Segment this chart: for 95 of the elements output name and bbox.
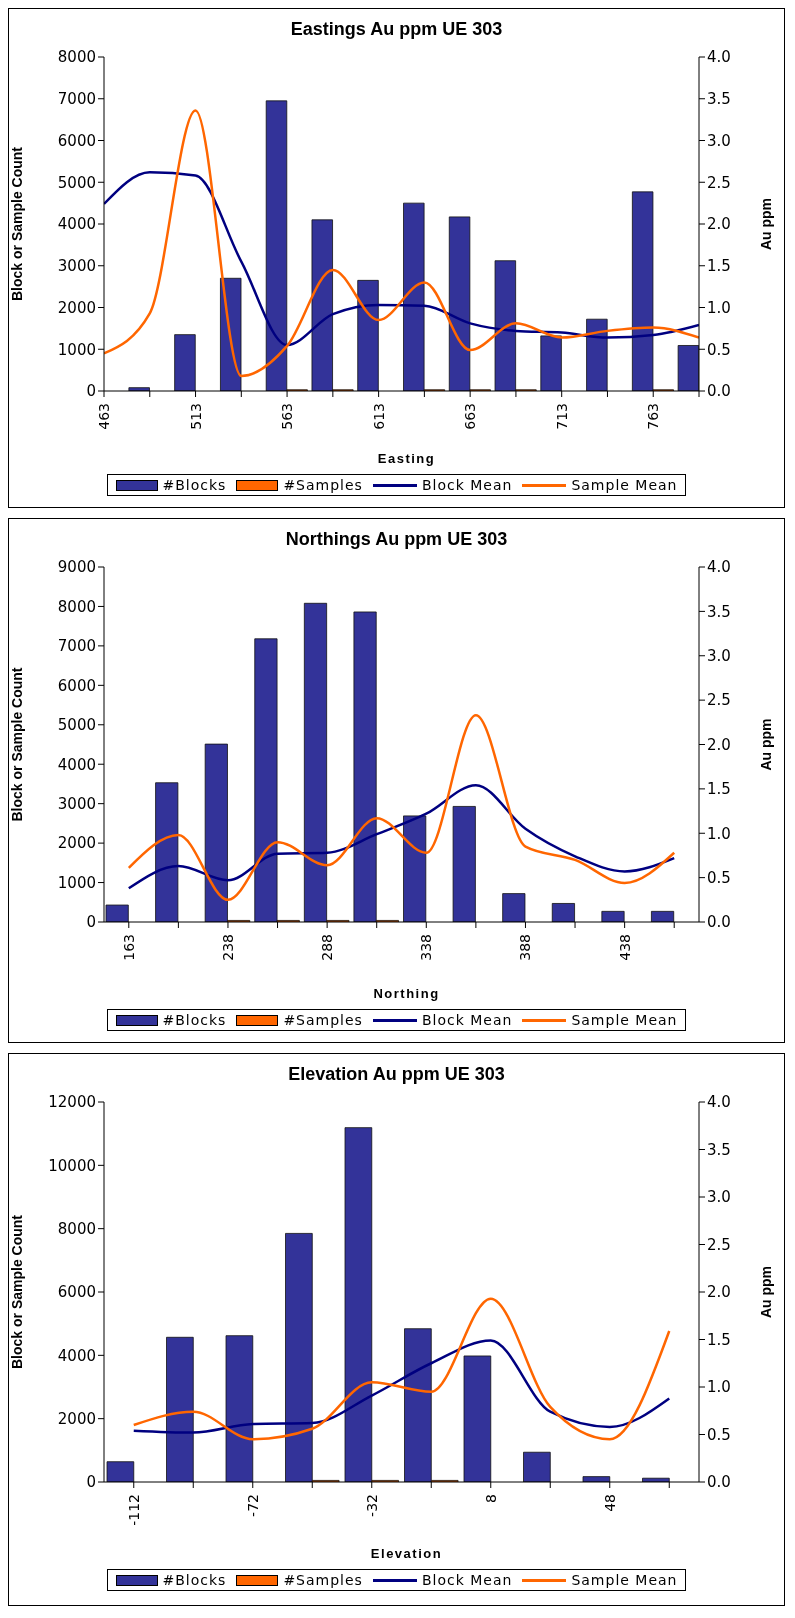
y-tick-label: 3000 — [57, 794, 96, 813]
y-tick-label: 0 — [86, 382, 96, 401]
legend-label: Sample Mean — [571, 477, 678, 493]
x-tick-label: 563 — [279, 403, 296, 430]
y-tick-label: 4000 — [57, 1346, 96, 1365]
chart-title: Elevation Au ppm UE 303 — [287, 1063, 506, 1086]
chart-title: Northings Au ppm UE 303 — [284, 528, 509, 551]
x-tick-label: 613 — [370, 403, 387, 430]
x-tick-label: 663 — [462, 403, 479, 430]
x-tick-label: 8 — [482, 1494, 499, 1503]
y-tick-label: 2000 — [57, 298, 96, 317]
y2-tick-label: 3.0 — [707, 131, 731, 150]
y-tick-label: 1000 — [57, 873, 96, 892]
legend-label: Sample Mean — [571, 1012, 678, 1028]
y2-tick-label: 2.0 — [707, 215, 731, 234]
y-tick-label: 7000 — [57, 637, 96, 656]
y2-tick-label: 1.0 — [707, 1378, 731, 1397]
y2-tick-label: 4.0 — [707, 48, 731, 67]
x-tick-label: -112 — [125, 1494, 142, 1526]
y-tick-label: 3000 — [57, 257, 96, 276]
x-tick-label: 388 — [517, 934, 534, 961]
x-axis-title: Elevation — [369, 1546, 444, 1561]
x-axis-title: Easting — [376, 451, 437, 466]
y-tick-label: 5000 — [57, 716, 96, 735]
legend-label: #Blocks — [162, 1012, 227, 1028]
x-tick-label: 163 — [120, 934, 137, 961]
legend-label: #Blocks — [162, 477, 227, 493]
y2-tick-label: 2.5 — [707, 691, 731, 710]
y2-tick-label: 1.5 — [707, 780, 731, 799]
y2-tick-label: 1.5 — [707, 1330, 731, 1349]
y2-tick-label: 2.5 — [707, 1235, 731, 1254]
legend-label: Block Mean — [421, 1012, 513, 1028]
y-tick-label: 6000 — [57, 131, 96, 150]
y2-axis-title: Au ppm — [757, 1265, 774, 1319]
x-tick-label: -32 — [363, 1494, 380, 1517]
y2-tick-label: 1.5 — [707, 257, 731, 276]
legend-label: #Blocks — [162, 1572, 227, 1588]
y2-axis-title: Au ppm — [757, 718, 774, 771]
y2-tick-label: 0.5 — [707, 340, 731, 359]
y2-tick-label: 2.0 — [707, 1283, 731, 1302]
legend-label: #Samples — [283, 1012, 363, 1028]
y-tick-label: 5000 — [57, 173, 96, 192]
y2-tick-label: 3.0 — [707, 1188, 731, 1207]
y2-tick-label: 0.5 — [707, 1425, 731, 1444]
y-tick-label: 4000 — [57, 215, 96, 234]
y2-tick-label: 0.0 — [707, 382, 731, 401]
y-tick-label: 2000 — [57, 1409, 96, 1428]
y2-tick-label: 2.5 — [707, 173, 731, 192]
y-tick-label: 1000 — [57, 340, 96, 359]
x-tick-label: 713 — [553, 403, 570, 430]
x-axis-title: Northing — [372, 986, 441, 1001]
legend-label: #Samples — [283, 477, 363, 493]
x-tick-label: 513 — [187, 403, 204, 430]
y-tick-label: 4000 — [57, 755, 96, 774]
y2-tick-label: 3.0 — [707, 647, 731, 666]
x-tick-label: 463 — [96, 403, 112, 430]
y2-tick-label: 1.0 — [707, 824, 731, 843]
legend-label: Block Mean — [421, 477, 513, 493]
legend-label: Block Mean — [421, 1572, 513, 1588]
y2-tick-label: 0.0 — [707, 1473, 731, 1492]
y2-tick-label: 3.5 — [707, 1140, 731, 1159]
y2-tick-label: 4.0 — [707, 1093, 731, 1112]
y-tick-label: 12000 — [48, 1093, 96, 1112]
x-tick-label: -72 — [244, 1494, 261, 1517]
y-tick-label: 7000 — [57, 90, 96, 109]
x-tick-label: 48 — [601, 1494, 618, 1512]
y-tick-label: 0 — [86, 1473, 96, 1492]
chart-title: Eastings Au ppm UE 303 — [289, 18, 504, 41]
y-tick-label: 8000 — [57, 48, 96, 67]
y2-tick-label: 1.0 — [707, 298, 731, 317]
y2-tick-label: 3.5 — [707, 90, 731, 109]
y-tick-label: 0 — [86, 913, 96, 932]
y2-tick-label: 0.5 — [707, 868, 731, 887]
legend-label: #Samples — [283, 1572, 363, 1588]
x-tick-label: 438 — [616, 934, 633, 961]
y-axis-title: Block or Sample Count — [8, 1214, 25, 1370]
x-tick-label: 288 — [319, 934, 336, 961]
legend-label: Sample Mean — [571, 1572, 678, 1588]
x-tick-label: 763 — [645, 403, 662, 430]
y2-axis-title: Au ppm — [757, 197, 774, 251]
x-tick-label: 238 — [219, 934, 236, 961]
y2-tick-label: 0.0 — [707, 913, 731, 932]
y-tick-label: 6000 — [57, 676, 96, 695]
y-tick-label: 8000 — [57, 597, 96, 616]
x-tick-label: 338 — [418, 934, 435, 961]
y-tick-label: 10000 — [48, 1156, 96, 1175]
y-axis-title: Block or Sample Count — [8, 667, 25, 822]
y2-tick-label: 2.0 — [707, 735, 731, 754]
y-tick-label: 2000 — [57, 834, 96, 853]
y-tick-label: 8000 — [57, 1219, 96, 1238]
y-tick-label: 6000 — [57, 1283, 96, 1302]
y-tick-label: 9000 — [57, 558, 96, 577]
y2-tick-label: 4.0 — [707, 558, 731, 577]
y-axis-title: Block or Sample Count — [8, 146, 25, 302]
y2-tick-label: 3.5 — [707, 602, 731, 621]
